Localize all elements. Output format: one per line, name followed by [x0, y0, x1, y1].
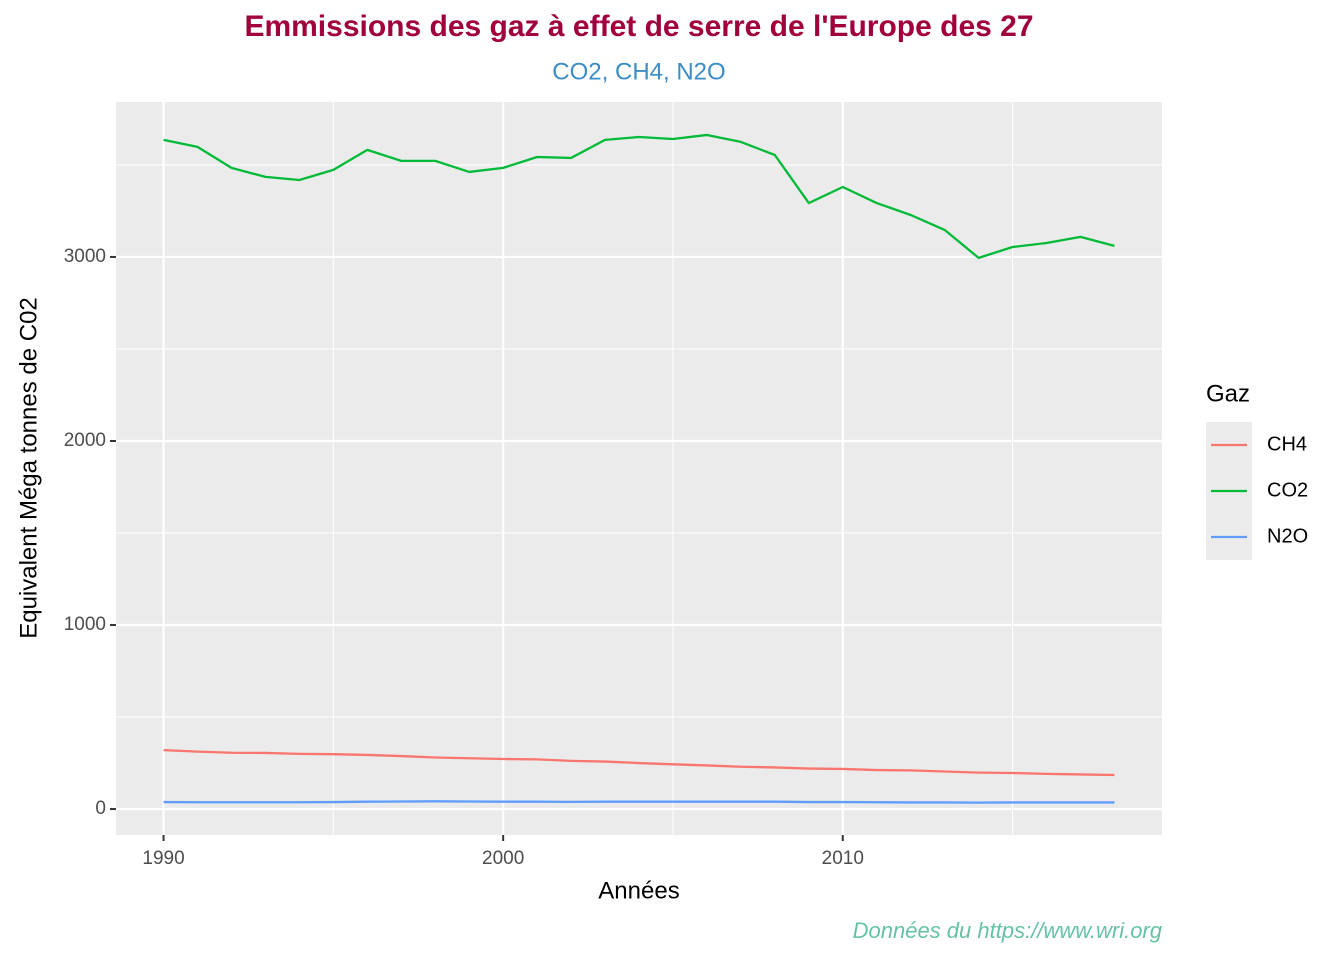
series-line: [163, 749, 1115, 777]
y-tick-label: 0: [95, 798, 106, 819]
y-axis-title: Equivalent Méga tonnes de C02: [15, 297, 42, 639]
legend-label: CH4: [1267, 433, 1307, 455]
panel: [116, 102, 1162, 835]
lines: [163, 133, 1115, 804]
y-tick-label: 1000: [64, 614, 106, 635]
chart-subtitle: CO2, CH4, N2O: [552, 58, 725, 85]
x-tick-label: 2000: [482, 848, 524, 869]
y-tick-label: 2000: [64, 430, 106, 451]
grid: [116, 102, 1162, 835]
legend-title: Gaz: [1206, 380, 1250, 407]
x-axis-title: Années: [598, 877, 679, 904]
legend-label: CO2: [1267, 479, 1308, 501]
chart-title: Emmissions des gaz à effet de serre de l…: [244, 10, 1033, 43]
x-tick-label: 1990: [142, 848, 184, 869]
caption: Données du https://www.wri.org: [853, 918, 1163, 943]
legend: CH4 CO2 N2O: [1211, 433, 1308, 547]
series-line: [163, 800, 1115, 804]
series-line: [163, 133, 1115, 260]
legend-label: N2O: [1267, 525, 1308, 547]
x-tick-label: 2010: [822, 848, 864, 869]
y-tick-label: 3000: [64, 246, 106, 267]
